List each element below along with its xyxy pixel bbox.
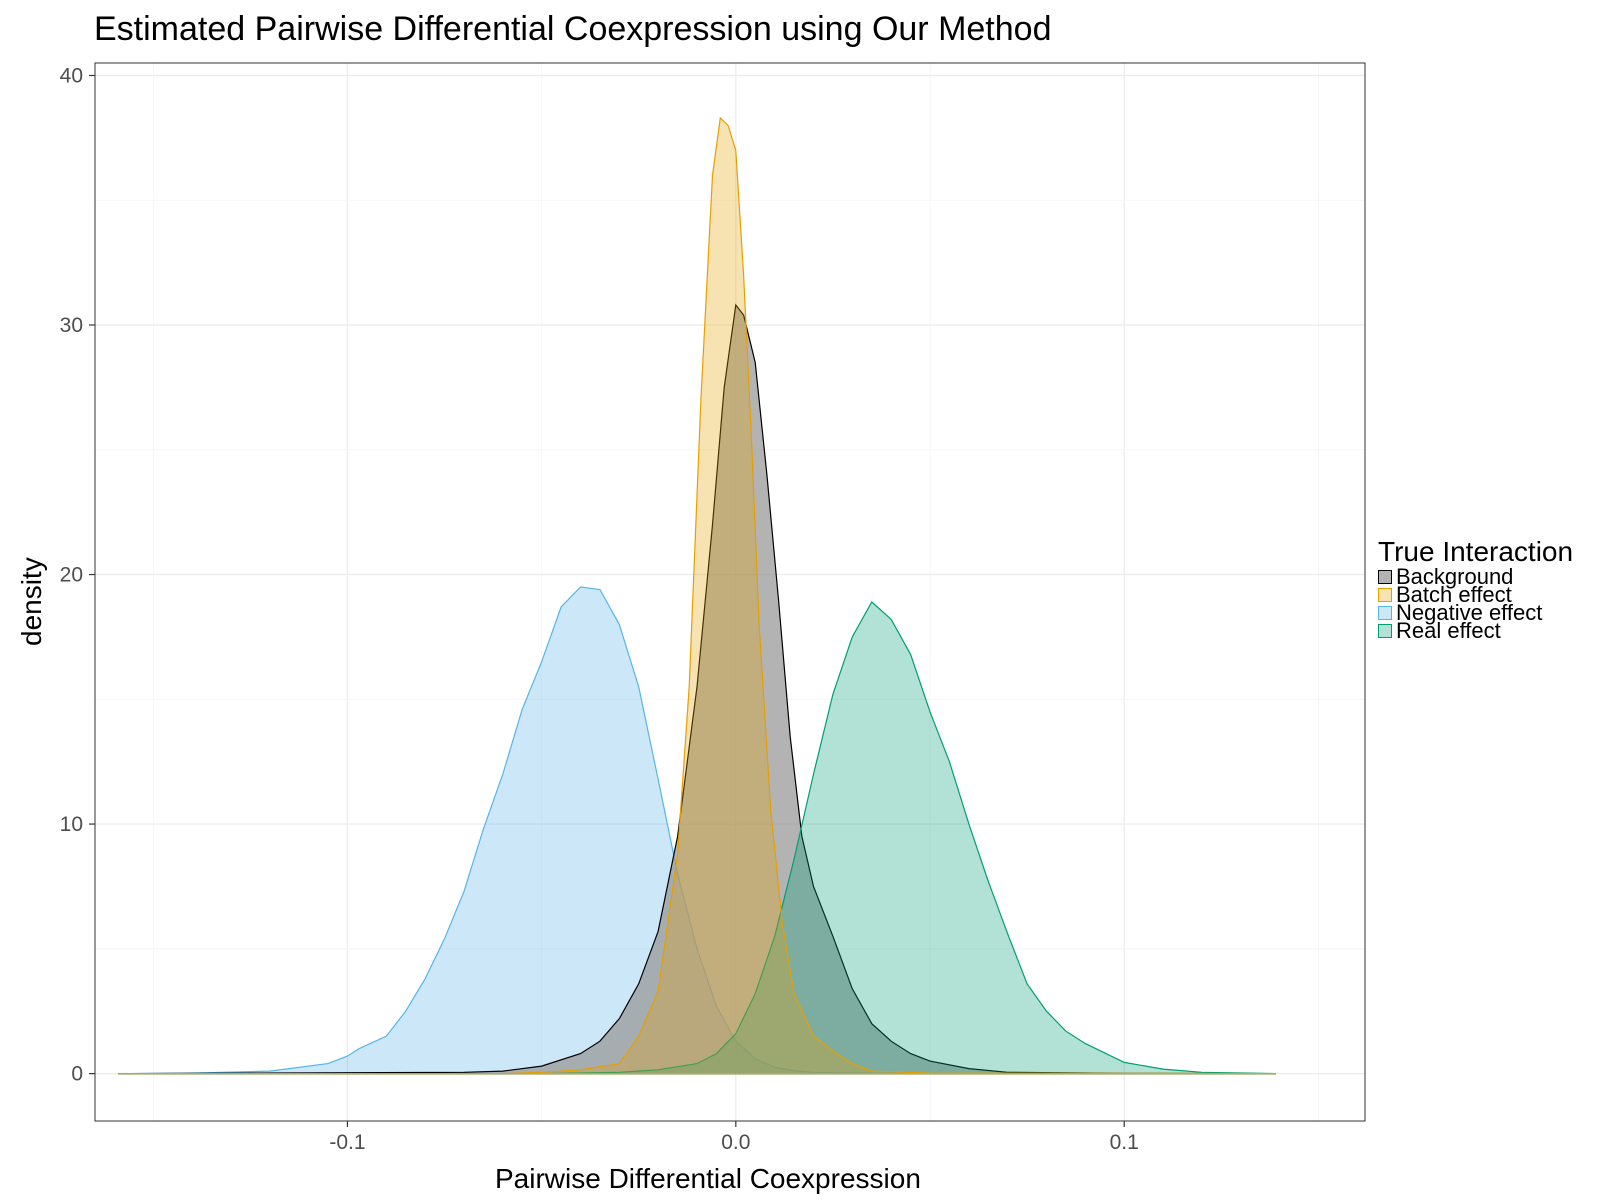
legend-key-negative-effect (1378, 606, 1392, 620)
legend-key-batch-effect (1378, 588, 1392, 602)
y-tick-label: 0 (71, 1063, 83, 1086)
density-area-real-effect (118, 601, 1276, 1075)
x-axis-label: Pairwise Differential Coexpression (495, 1163, 921, 1194)
x-tick-label: 0.1 (1110, 1131, 1139, 1154)
legend-item-real-effect: Real effect (1378, 618, 1573, 643)
legend-title: True Interaction (1378, 536, 1574, 567)
x-axis-ticks: -0.1 0.0 0.1 (329, 1121, 1139, 1154)
y-axis-ticks: 0 10 20 30 40 (60, 64, 95, 1086)
y-tick-label: 40 (60, 64, 83, 87)
density-area-batch-effect (118, 116, 1276, 1075)
x-tick-label: 0.0 (721, 1131, 750, 1154)
plot-panel-border (94, 62, 1366, 1122)
y-tick-label: 30 (60, 314, 83, 337)
y-tick-label: 10 (60, 813, 83, 836)
legend-item-negative-effect: Negative effect (1378, 600, 1573, 625)
legend-key-background (1378, 570, 1392, 584)
density-areas (118, 116, 1276, 1075)
chart-title: Estimated Pairwise Differential Coexpres… (94, 10, 1052, 48)
legend-key-real-effect (1378, 624, 1392, 638)
y-axis-label: density (16, 557, 47, 646)
legend-item-background: Background (1378, 564, 1573, 589)
legend-item-batch-effect: Batch effect (1378, 582, 1573, 607)
density-area-background (118, 303, 1276, 1075)
legend-label-real-effect: Real effect (1396, 618, 1501, 643)
legend-label-batch-effect: Batch effect (1396, 582, 1512, 607)
x-tick-label: -0.1 (329, 1131, 365, 1154)
legend-label-negative-effect: Negative effect (1396, 600, 1543, 625)
legend-label-background: Background (1396, 564, 1514, 589)
legend: True Interaction Background Batch effect… (1378, 536, 1574, 643)
y-tick-label: 20 (60, 564, 83, 587)
